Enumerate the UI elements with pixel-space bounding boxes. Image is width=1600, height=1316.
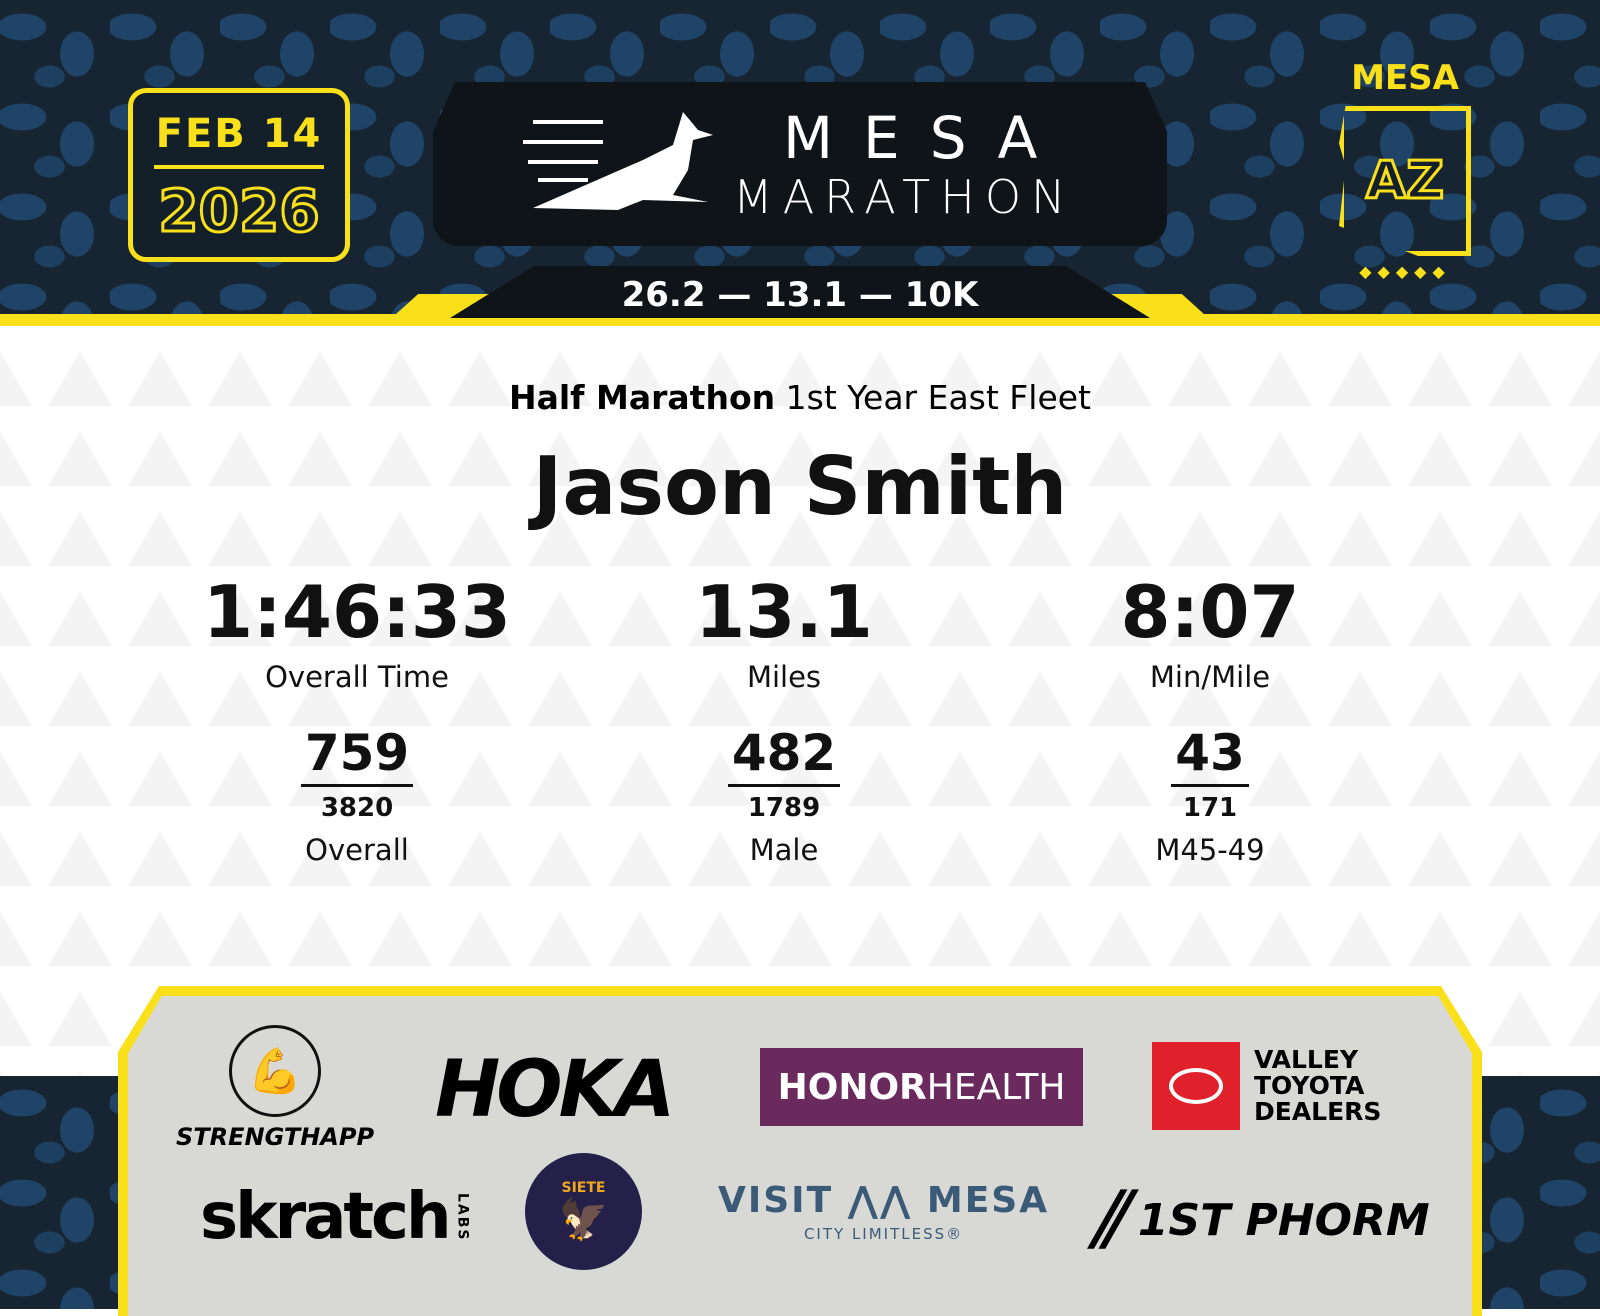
stat-label: Min/Mile	[1149, 660, 1271, 694]
diamond-dots: ◆◆◆◆◆	[1359, 262, 1451, 281]
eagle-icon: 🦅	[558, 1197, 609, 1243]
sponsor-label: VISIT ⋀⋀ MESA	[718, 1180, 1050, 1221]
rank-total: 1789	[747, 793, 821, 823]
runner-name: Jason Smith	[532, 440, 1068, 533]
state-abbr: AZ	[1365, 150, 1446, 213]
sponsor-label: VALLEY TOYOTA DEALERS	[1254, 1045, 1382, 1126]
stat-pace: 8:07 Min/Mile 43 171 M45-49	[1010, 570, 1410, 867]
flexed-arm-icon: 💪	[229, 1025, 321, 1117]
stat-value: 1:46:33	[202, 570, 512, 654]
sponsor-siete: SIETE 🦅	[525, 1153, 642, 1270]
roadrunner-icon	[523, 112, 713, 210]
sponsor-hoka: HOKA	[435, 1045, 675, 1135]
rank-value: 759	[300, 724, 414, 787]
event-year: 2026	[157, 176, 321, 247]
sponsor-label: 1ST PHORM	[1137, 1195, 1430, 1246]
sponsor-visit-mesa: VISIT ⋀⋀ MESA CITY LIMITLESS®	[718, 1180, 1049, 1243]
race-name: Half Marathon	[508, 378, 776, 417]
rank-category: Overall	[305, 833, 409, 867]
rank-total: 3820	[320, 793, 394, 823]
sponsor-1st-phorm: ⫽ 1ST PHORM	[1090, 1175, 1430, 1266]
rank-value: 43	[1171, 724, 1249, 787]
logo-marathon: MARATHON	[733, 170, 1076, 224]
state-city: MESA	[1351, 58, 1459, 98]
distances: 26.2 — 13.1 — 10K	[450, 266, 1150, 318]
sponsor-skratch-labs: skratch LABS	[200, 1180, 471, 1254]
sponsor-sublabel: CITY LIMITLESS®	[803, 1225, 964, 1243]
mesa-marathon-logo: MESA MARATHON	[433, 82, 1167, 246]
rank-category: M45-49	[1155, 833, 1265, 867]
results-panel	[0, 326, 1600, 1076]
phorm-logo-icon: ⫽	[1090, 1175, 1124, 1264]
rank-total: 171	[1182, 793, 1238, 823]
logo-mesa: MESA	[783, 104, 1068, 172]
sponsor-label: skratch	[200, 1180, 451, 1254]
rank-category: Male	[749, 833, 819, 867]
stat-label: Miles	[746, 660, 822, 694]
toyota-logo-icon	[1152, 1042, 1240, 1130]
event-date: FEB 14	[155, 111, 323, 157]
race-group: 1st Year East Fleet	[785, 378, 1091, 417]
sponsor-label: HONOR	[777, 1066, 927, 1108]
race-subtitle: Half Marathon 1st Year East Fleet	[0, 378, 1600, 417]
sponsor-valley-toyota: VALLEY TOYOTA DEALERS	[1152, 1042, 1381, 1130]
stat-value: 8:07	[1120, 570, 1300, 654]
sponsor-strengthapp: 💪 STRENGTHAPP	[176, 1025, 374, 1151]
stat-label: Overall Time	[265, 660, 449, 694]
sponsor-sublabel: LABS	[454, 1192, 471, 1242]
stat-miles: 13.1 Miles 482 1789 Male	[584, 570, 984, 867]
sponsor-label: HEALTH	[926, 1066, 1066, 1108]
arizona-badge: MESA AZ ◆◆◆◆◆	[1335, 58, 1475, 281]
stat-value: 13.1	[695, 570, 873, 654]
sponsor-honorhealth: HONOR HEALTH	[760, 1048, 1083, 1126]
date-badge: FEB 14 2026	[128, 88, 350, 262]
sponsor-label: SIETE	[561, 1180, 606, 1196]
rank-value: 482	[727, 724, 841, 787]
sponsor-label: STRENGTHAPP	[175, 1123, 375, 1151]
arizona-shape-icon: AZ	[1339, 106, 1471, 256]
stat-overall-time: 1:46:33 Overall Time 759 3820 Overall	[157, 570, 557, 867]
date-divider	[154, 165, 324, 169]
